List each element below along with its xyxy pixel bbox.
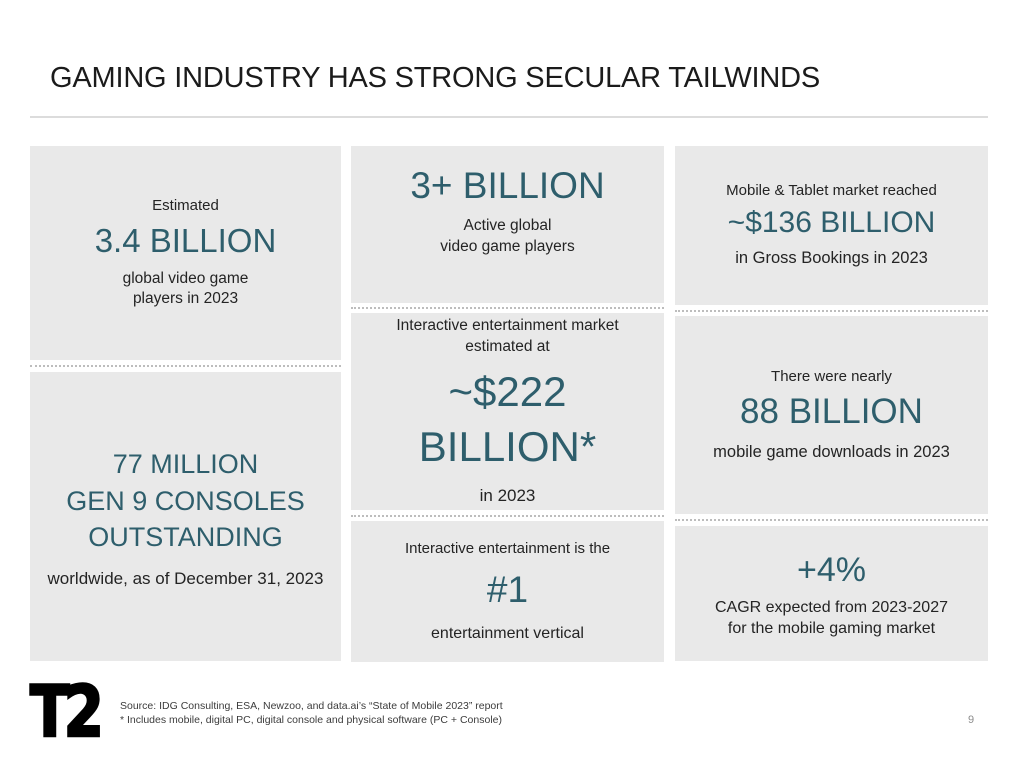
dotted-separator (351, 510, 664, 521)
dotted-line (351, 307, 664, 309)
stat-context-top: Mobile & Tablet market reached (726, 182, 937, 200)
stats-column-right: Mobile & Tablet market reached ~$136 BIL… (675, 146, 988, 661)
source-text: Source: IDG Consulting, ESA, Newzoo, and… (120, 700, 503, 712)
stat-card-active-players: 3+ BILLION Active global video game play… (351, 146, 664, 303)
big-stat-value: ~$136 BILLION (727, 206, 936, 240)
big-stat-value: 77 MILLION GEN 9 CONSOLES OUTSTANDING (66, 449, 305, 552)
stat-context-top: Interactive entertainment market estimat… (396, 316, 619, 355)
stat-context-bottom: mobile game downloads in 2023 (713, 442, 950, 461)
dotted-line (351, 514, 664, 517)
stat-context-bottom: in Gross Bookings in 2023 (735, 249, 928, 268)
big-stat-value: ~$222 BILLION* (418, 367, 597, 471)
take-two-logo: T2 (29, 669, 105, 753)
stat-card-mobile-cagr: +4% CAGR expected from 2023-2027 for the… (675, 526, 988, 661)
dotted-line (30, 365, 341, 367)
stat-context-top: There were nearly (771, 367, 892, 385)
stat-card-mobile-downloads: There were nearly 88 BILLION mobile game… (675, 316, 988, 514)
stat-context-top: Estimated (152, 197, 219, 215)
dotted-separator (675, 305, 988, 316)
dotted-line (675, 309, 988, 312)
big-stat-value: 88 BILLION (740, 391, 923, 431)
title-divider (30, 116, 988, 118)
stat-context-bottom: entertainment vertical (431, 624, 584, 642)
footnote-text: * Includes mobile, digital PC, digital c… (120, 713, 502, 726)
stat-card-global-players-estimate: Estimated 3.4 BILLION global video game … (30, 146, 341, 360)
big-stat-value: +4% (797, 551, 866, 590)
stat-card-gen9-consoles: 77 MILLION GEN 9 CONSOLES OUTSTANDING wo… (30, 372, 341, 661)
dotted-separator (351, 303, 664, 313)
stat-context-bottom: in 2023 (479, 485, 536, 505)
source-block: Source: IDG Consulting, ESA, Newzoo, and… (120, 700, 503, 727)
dotted-separator (675, 514, 988, 526)
stat-card-mobile-tablet-market: Mobile & Tablet market reached ~$136 BIL… (675, 146, 988, 305)
stat-context-bottom: worldwide, as of December 31, 2023 (47, 569, 324, 589)
stats-column-left: Estimated 3.4 BILLION global video game … (30, 146, 341, 661)
stat-context-bottom: CAGR expected from 2023-2027 for the mob… (714, 598, 948, 637)
dotted-separator (30, 360, 341, 372)
big-stat-value: 3+ BILLION (410, 165, 605, 206)
stats-column-middle: 3+ BILLION Active global video game play… (351, 146, 664, 662)
slide-title: GAMING INDUSTRY HAS STRONG SECULAR TAILW… (50, 62, 821, 94)
big-stat-value: 3.4 BILLION (94, 221, 277, 259)
stat-context-bottom: global video game players in 2023 (122, 269, 249, 308)
dotted-line (675, 519, 988, 521)
stat-card-number-one-vertical: Interactive entertainment is the #1 ente… (351, 521, 664, 662)
stat-card-interactive-market-size: Interactive entertainment market estimat… (351, 313, 664, 510)
stat-context-top: Interactive entertainment is the (404, 540, 611, 558)
big-stat-value: #1 (486, 568, 529, 610)
stat-context-bottom: Active global video game players (440, 217, 575, 255)
page-number: 9 (968, 714, 975, 726)
